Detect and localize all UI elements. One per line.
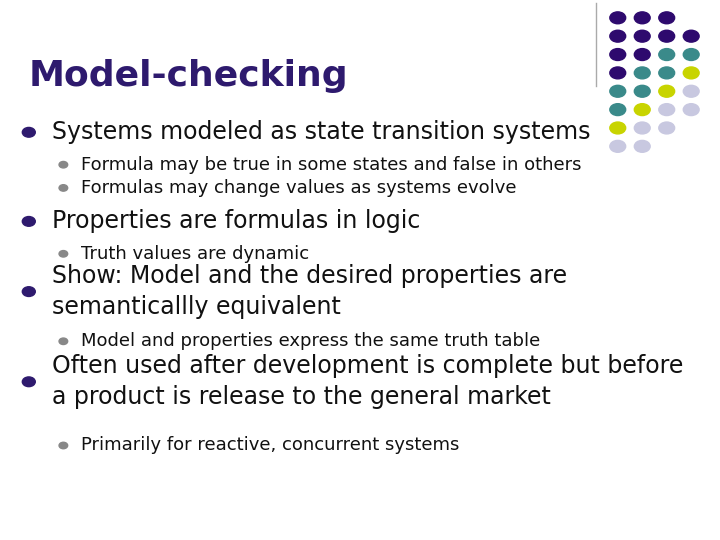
Text: Formula may be true in some states and false in others: Formula may be true in some states and f… xyxy=(81,156,581,174)
Circle shape xyxy=(634,140,650,152)
Circle shape xyxy=(610,85,626,97)
Text: Model and properties express the same truth table: Model and properties express the same tr… xyxy=(81,332,540,350)
Circle shape xyxy=(659,49,675,60)
Circle shape xyxy=(683,30,699,42)
Circle shape xyxy=(610,140,626,152)
Text: Truth values are dynamic: Truth values are dynamic xyxy=(81,245,309,263)
Circle shape xyxy=(683,67,699,79)
Text: Formulas may change values as systems evolve: Formulas may change values as systems ev… xyxy=(81,179,516,197)
Circle shape xyxy=(683,85,699,97)
Circle shape xyxy=(659,67,675,79)
Circle shape xyxy=(634,67,650,79)
Circle shape xyxy=(634,30,650,42)
Circle shape xyxy=(610,12,626,24)
Text: Systems modeled as state transition systems: Systems modeled as state transition syst… xyxy=(52,120,590,144)
Circle shape xyxy=(22,287,35,296)
Circle shape xyxy=(659,122,675,134)
Circle shape xyxy=(610,104,626,116)
Circle shape xyxy=(659,85,675,97)
Circle shape xyxy=(59,251,68,257)
Text: Show: Model and the desired properties are
semanticallly equivalent: Show: Model and the desired properties a… xyxy=(52,264,567,319)
Circle shape xyxy=(659,12,675,24)
Text: Often used after development is complete but before
a product is release to the : Often used after development is complete… xyxy=(52,354,683,409)
Text: Primarily for reactive, concurrent systems: Primarily for reactive, concurrent syste… xyxy=(81,436,459,455)
Circle shape xyxy=(59,338,68,345)
Circle shape xyxy=(610,122,626,134)
Circle shape xyxy=(22,127,35,137)
Circle shape xyxy=(59,442,68,449)
Circle shape xyxy=(59,161,68,168)
Circle shape xyxy=(683,49,699,60)
Circle shape xyxy=(634,122,650,134)
Circle shape xyxy=(22,217,35,226)
Circle shape xyxy=(634,104,650,116)
Circle shape xyxy=(634,12,650,24)
Circle shape xyxy=(634,85,650,97)
Text: Model-checking: Model-checking xyxy=(29,59,348,93)
Circle shape xyxy=(683,104,699,116)
Circle shape xyxy=(634,49,650,60)
Circle shape xyxy=(610,49,626,60)
Circle shape xyxy=(610,30,626,42)
Circle shape xyxy=(610,67,626,79)
Circle shape xyxy=(659,104,675,116)
Circle shape xyxy=(22,377,35,387)
Text: Properties are formulas in logic: Properties are formulas in logic xyxy=(52,210,420,233)
Circle shape xyxy=(59,185,68,191)
Circle shape xyxy=(659,30,675,42)
